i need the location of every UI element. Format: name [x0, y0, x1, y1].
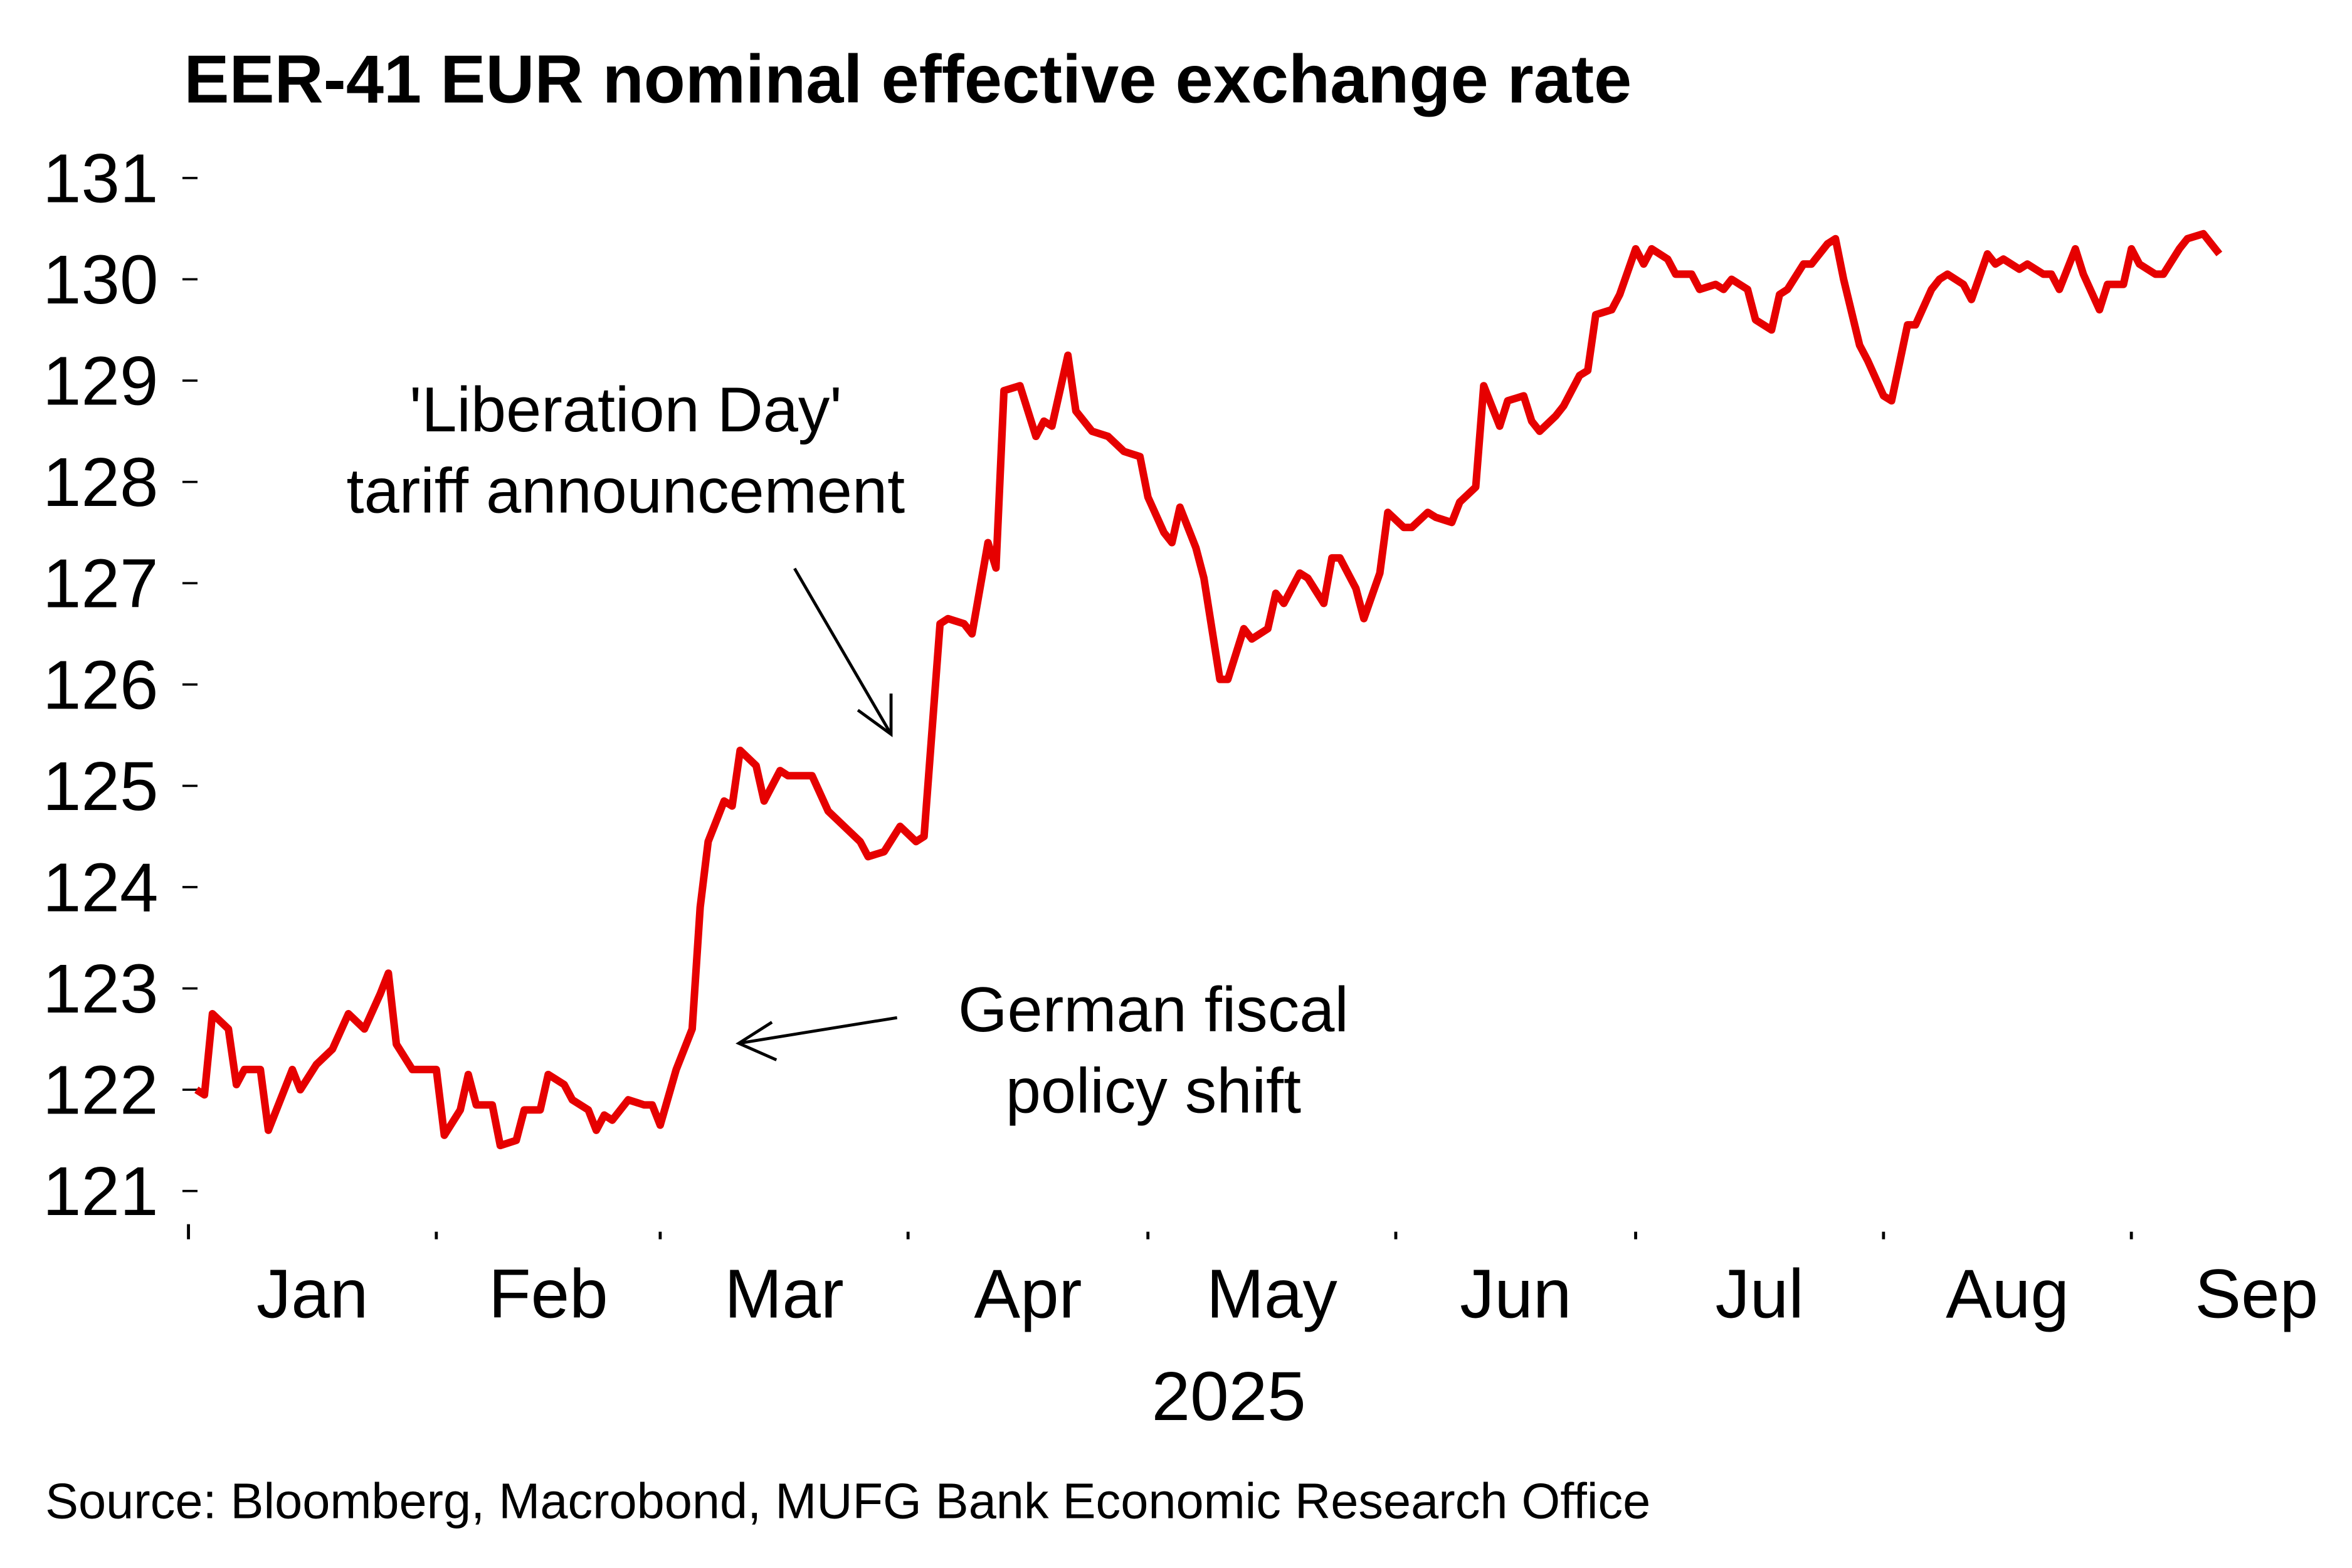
plot-area	[194, 229, 2223, 1150]
y-tick-label: 126	[43, 646, 159, 723]
y-tick-label: 129	[43, 343, 159, 420]
series-line	[194, 229, 2223, 1150]
y-tick-label: 124	[43, 849, 159, 926]
annotation-liberation-line-2: tariff announcement	[347, 456, 905, 527]
y-tick-label: 128	[43, 444, 159, 521]
x-tick-label: Jul	[1716, 1256, 1804, 1333]
x-tick-label: Jan	[256, 1256, 368, 1333]
arrow-liberation-day	[793, 567, 893, 737]
y-tick-label: 130	[43, 241, 159, 318]
arrow-german-fiscal	[736, 1016, 898, 1061]
y-tick-label: 125	[43, 748, 159, 825]
x-tick-label: Feb	[488, 1256, 608, 1333]
source-note: Source: Bloomberg, Macrobond, MUFG Bank …	[45, 1473, 1650, 1529]
annotation-liberation-day: 'Liberation Day' tariff announcement	[347, 375, 905, 737]
y-axis: 121 122 123 124 125 126 127 128 129 130 131	[43, 140, 198, 1230]
annotation-german-line-2: policy shift	[1006, 1056, 1301, 1127]
y-tick-label: 131	[43, 140, 159, 217]
x-tick-label: Apr	[974, 1256, 1082, 1333]
annotation-liberation-line-1: 'Liberation Day'	[409, 375, 842, 445]
y-tick-label: 122	[43, 1052, 159, 1129]
y-tick-label: 127	[43, 545, 159, 623]
y-tick-label: 123	[43, 950, 159, 1028]
annotation-german-fiscal: German fiscal policy shift	[736, 975, 1349, 1127]
y-tick-label: 121	[43, 1153, 159, 1230]
x-tick-label: Aug	[1946, 1256, 2069, 1333]
x-axis-label: 2025	[1152, 1358, 1306, 1435]
annotation-german-line-1: German fiscal	[958, 975, 1349, 1045]
chart-title: EER-41 EUR nominal effective exchange ra…	[184, 41, 1632, 117]
x-tick-label: Jun	[1460, 1256, 1571, 1333]
x-axis: Jan Feb Mar Apr May Jun Jul Aug Sep	[187, 1224, 2318, 1333]
x-tick-label: May	[1206, 1256, 1338, 1333]
x-tick-label: Sep	[2195, 1256, 2318, 1333]
x-tick-label: Mar	[724, 1256, 843, 1333]
